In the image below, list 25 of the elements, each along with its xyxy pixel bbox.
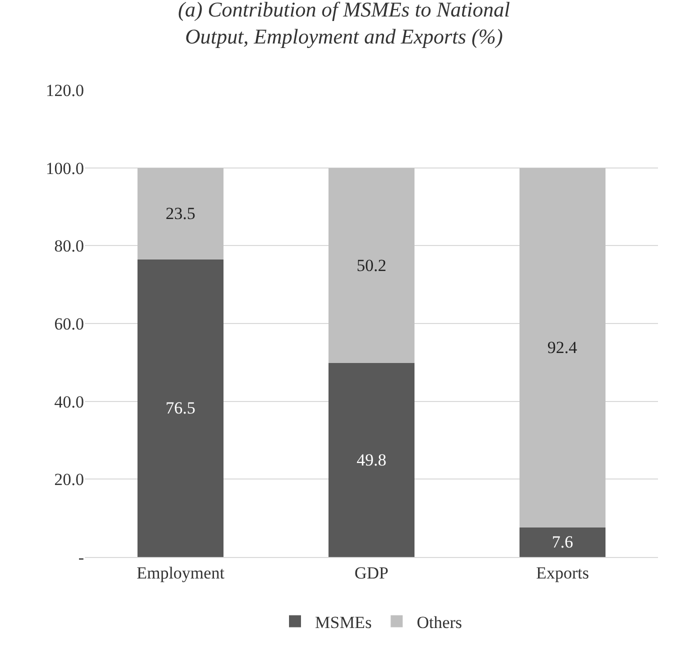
data-label: 23.5 [166,204,196,224]
data-label: 76.5 [166,398,196,418]
x-tick-label: Exports [536,563,589,582]
y-tick-label: 80.0 [54,236,84,256]
bar [520,527,606,557]
y-tick-label: 20.0 [54,470,84,490]
x-tick-label: Employment [136,563,225,582]
legend-label: Others [416,612,462,632]
bar [138,259,224,557]
bar [328,363,414,557]
data-label: 50.2 [356,256,386,276]
bar [328,168,414,364]
y-tick-label: 40.0 [54,392,84,412]
data-label: 49.8 [356,450,386,470]
bar [138,168,224,260]
bar [520,168,606,528]
data-label: 92.4 [547,338,578,358]
y-tick-label: - [78,548,84,567]
y-tick-label: 120.0 [46,80,84,100]
data-label: 7.6 [552,532,574,552]
legend-label: MSMEs [315,612,372,632]
chart-title: (a) Contribution of MSMEs to National Output, Employment and Exports (%) [178,0,510,49]
y-tick-label: 100.0 [46,158,84,178]
x-tick-label: GDP [354,563,389,582]
y-tick-label: 60.0 [54,314,84,334]
